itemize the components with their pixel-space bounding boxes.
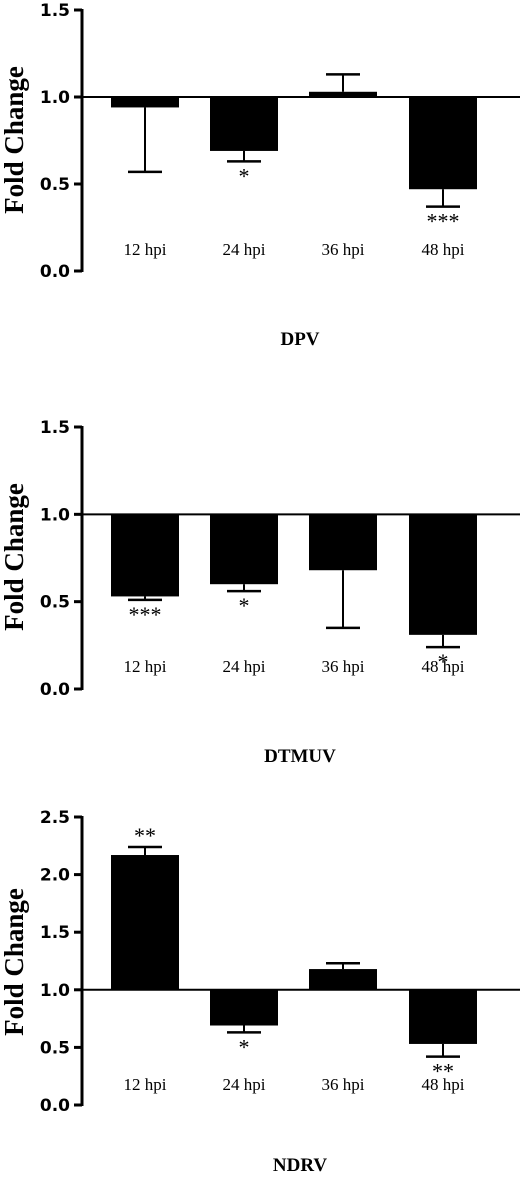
bar-dpv-3	[409, 97, 477, 190]
significance-label: *	[239, 163, 250, 188]
y-tick-label: 1.0	[40, 981, 70, 1001]
significance-label: ***	[427, 209, 460, 234]
category-label: 48 hpi	[422, 1075, 465, 1094]
y-axis-label: Fold Change	[0, 888, 29, 1036]
y-tick-label: 1.0	[40, 505, 70, 525]
category-label: 24 hpi	[223, 240, 266, 259]
y-tick-label: 0.5	[40, 1038, 70, 1058]
category-label: 12 hpi	[124, 1075, 167, 1094]
y-tick-label: 1.5	[40, 923, 70, 943]
y-axis-label: Fold Change	[0, 66, 29, 214]
chart-title: DPV	[280, 329, 319, 350]
significance-label: *	[239, 1034, 250, 1059]
category-label: 36 hpi	[322, 240, 365, 259]
y-tick-label: 0.0	[40, 680, 70, 700]
category-label: 48 hpi	[422, 657, 465, 676]
y-tick-label: 1.5	[40, 1, 70, 21]
y-tick-label: 2.0	[40, 866, 70, 886]
bar-ndrv-0	[111, 855, 179, 990]
significance-label: **	[432, 1059, 454, 1084]
category-label: 36 hpi	[322, 657, 365, 676]
significance-label: *	[239, 593, 250, 618]
bar-dtmuv-0	[111, 514, 179, 597]
significance-label: ***	[129, 602, 162, 627]
y-tick-label: 0.0	[40, 1096, 70, 1116]
y-tick-label: 0.5	[40, 175, 70, 195]
significance-label: *	[438, 649, 449, 674]
category-label: 48 hpi	[422, 240, 465, 259]
y-tick-label: 0.0	[40, 262, 70, 282]
bar-ndrv-3	[409, 989, 477, 1044]
bar-ndrv-2	[309, 969, 377, 990]
significance-label: **	[134, 823, 156, 848]
category-label: 12 hpi	[124, 657, 167, 676]
y-tick-label: 1.0	[40, 88, 70, 108]
y-axis-label: Fold Change	[0, 483, 29, 631]
bar-dpv-0	[111, 97, 179, 108]
category-label: 24 hpi	[223, 1075, 266, 1094]
category-label: 36 hpi	[322, 1075, 365, 1094]
y-tick-label: 0.5	[40, 593, 70, 613]
y-tick-label: 2.5	[40, 808, 70, 828]
bar-dpv-1	[210, 97, 278, 151]
category-label: 12 hpi	[124, 240, 167, 259]
bar-dtmuv-2	[309, 514, 377, 571]
bar-ndrv-1	[210, 989, 278, 1026]
chart-title: DTMUV	[264, 746, 336, 767]
y-tick-label: 1.5	[40, 418, 70, 438]
bar-dpv-2	[309, 91, 377, 97]
chart-title: NDRV	[273, 1155, 327, 1176]
bar-dtmuv-3	[409, 514, 477, 635]
bar-dtmuv-1	[210, 514, 278, 585]
category-label: 24 hpi	[223, 657, 266, 676]
